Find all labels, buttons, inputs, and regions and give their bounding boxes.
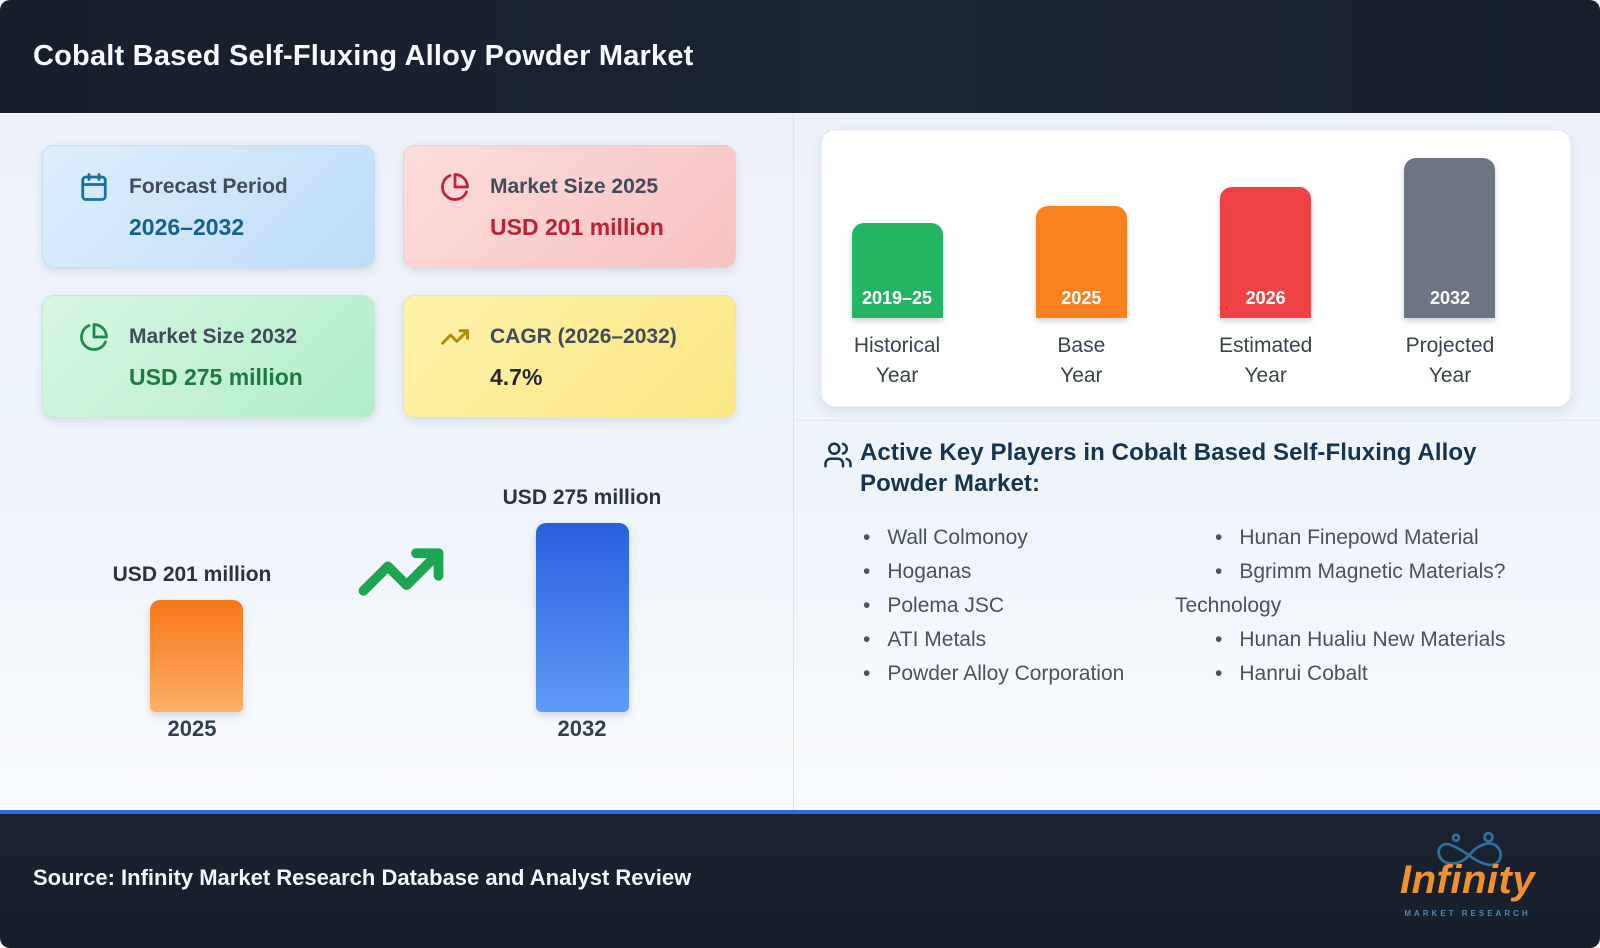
timeline-year-label: 2019–25 bbox=[861, 288, 933, 308]
key-player-item: Hanrui Cobalt bbox=[1175, 657, 1560, 691]
timeline-year-label: 2025 bbox=[1061, 288, 1102, 308]
timeline-caption: Base Year bbox=[1057, 334, 1106, 387]
infinity-logo: Infinity MARKET RESEARCH bbox=[1400, 828, 1535, 928]
bar-value-label-2032: USD 275 million bbox=[502, 486, 662, 509]
stat-card-value: 2026–2032 bbox=[129, 214, 245, 240]
page-title: Cobalt Based Self-Fluxing Alloy Powder M… bbox=[33, 40, 694, 72]
stat-card-value: USD 275 million bbox=[129, 364, 303, 390]
main-content: Forecast Period 2026–2032 Market Size 20… bbox=[0, 113, 1600, 810]
timeline-bar-projected: 2032 bbox=[1404, 158, 1496, 318]
infinity-symbol-icon bbox=[1430, 831, 1508, 870]
stat-card-value: 4.7% bbox=[490, 364, 543, 390]
key-players-header: Active Key Players in Cobalt Based Self-… bbox=[823, 437, 1568, 499]
stat-card-market-size-2032: Market Size 2032 USD 275 million bbox=[42, 295, 375, 418]
timeline-bar-wrap: 2019–25 bbox=[851, 148, 943, 318]
stat-card-header: Market Size 2025 bbox=[440, 172, 735, 202]
key-player-item: Polema JSC bbox=[823, 589, 1175, 623]
timeline-bar-wrap: 2025 bbox=[1035, 148, 1127, 318]
timeline-year-label: 2032 bbox=[1429, 288, 1470, 308]
stat-card-forecast-period: Forecast Period 2026–2032 bbox=[42, 145, 375, 268]
key-player-item: Hoganas bbox=[823, 555, 1175, 589]
trending-up-icon bbox=[440, 322, 470, 352]
timeline-year-label: 2026 bbox=[1245, 288, 1286, 308]
timeline-caption: Historical Year bbox=[853, 334, 941, 387]
key-players-columns: Wall Colmonoy Hoganas Polema JSC ATI Met… bbox=[823, 521, 1568, 691]
footer-bar: Source: Infinity Market Research Databas… bbox=[0, 810, 1600, 948]
stat-card-header: Forecast Period bbox=[79, 172, 374, 202]
timeline-caption: Projected Year bbox=[1405, 334, 1495, 387]
right-panel: 2019–25 Historical Year 2025 bbox=[793, 113, 1600, 810]
timeline-caption: Estimated Year bbox=[1218, 334, 1313, 387]
bar-value-label-2025: USD 201 million bbox=[112, 563, 272, 586]
key-player-item: Bgrimm Magnetic Materials? Technology bbox=[1175, 555, 1560, 623]
study-timeline-card: 2019–25 Historical Year 2025 bbox=[821, 130, 1571, 407]
pie-chart-icon bbox=[79, 322, 109, 352]
stat-card-cagr: CAGR (2026–2032) 4.7% bbox=[403, 295, 736, 418]
source-text: Source: Infinity Market Research Databas… bbox=[33, 865, 692, 890]
users-icon bbox=[823, 440, 853, 470]
timeline-bar-historical: 2019–25 bbox=[851, 223, 943, 318]
key-players-section: Active Key Players in Cobalt Based Self-… bbox=[823, 437, 1568, 691]
section-divider bbox=[794, 420, 1600, 421]
timeline-column-historical: 2019–25 Historical Year bbox=[837, 148, 957, 406]
key-player-item: Hunan Hualiu New Materials bbox=[1175, 623, 1560, 657]
key-player-item: Hunan Finepowd Material bbox=[1175, 521, 1560, 555]
timeline-bar-base: 2025 bbox=[1035, 206, 1127, 318]
key-player-item: Powder Alloy Corporation bbox=[823, 657, 1175, 691]
growth-trend-arrow-icon bbox=[356, 527, 446, 596]
bar-category-2032: 2032 bbox=[557, 716, 607, 741]
timeline-bar-estimated: 2026 bbox=[1220, 187, 1312, 318]
timeline-column-base: 2025 Base Year bbox=[1021, 148, 1141, 406]
stat-card-header: CAGR (2026–2032) bbox=[440, 322, 735, 352]
pie-chart-icon bbox=[440, 172, 470, 202]
bar-2032 bbox=[536, 523, 629, 712]
stat-card-value: USD 201 million bbox=[490, 214, 664, 240]
stat-card-label: Market Size 2025 bbox=[490, 175, 659, 198]
stat-card-label: Forecast Period bbox=[129, 175, 288, 198]
timeline-bar-wrap: 2026 bbox=[1220, 148, 1312, 318]
timeline-bar-wrap: 2032 bbox=[1404, 148, 1496, 318]
timeline-column-projected: 2032 Projected Year bbox=[1390, 148, 1510, 406]
key-player-item: ATI Metals bbox=[823, 623, 1175, 657]
stat-card-label: Market Size 2032 bbox=[129, 325, 298, 348]
key-player-item: Wall Colmonoy bbox=[823, 521, 1175, 555]
logo-subtitle: MARKET RESEARCH bbox=[1404, 909, 1531, 918]
bar-2025 bbox=[150, 600, 243, 712]
stat-card-header: Market Size 2032 bbox=[79, 322, 374, 352]
stat-card-label: CAGR (2026–2032) bbox=[490, 325, 677, 348]
bar-category-2025: 2025 bbox=[167, 716, 217, 741]
key-players-column-1: Wall Colmonoy Hoganas Polema JSC ATI Met… bbox=[823, 521, 1175, 691]
stat-card-market-size-2025: Market Size 2025 USD 201 million bbox=[403, 145, 736, 268]
header-bar: Cobalt Based Self-Fluxing Alloy Powder M… bbox=[0, 0, 1600, 113]
key-players-column-2: Hunan Finepowd Material Bgrimm Magnetic … bbox=[1175, 521, 1560, 691]
calendar-icon bbox=[79, 172, 109, 202]
timeline-column-estimated: 2026 Estimated Year bbox=[1206, 148, 1326, 406]
logo-name: Infinity bbox=[1400, 858, 1536, 902]
key-players-title: Active Key Players in Cobalt Based Self-… bbox=[860, 439, 1477, 497]
left-panel: Forecast Period 2026–2032 Market Size 20… bbox=[0, 113, 793, 810]
